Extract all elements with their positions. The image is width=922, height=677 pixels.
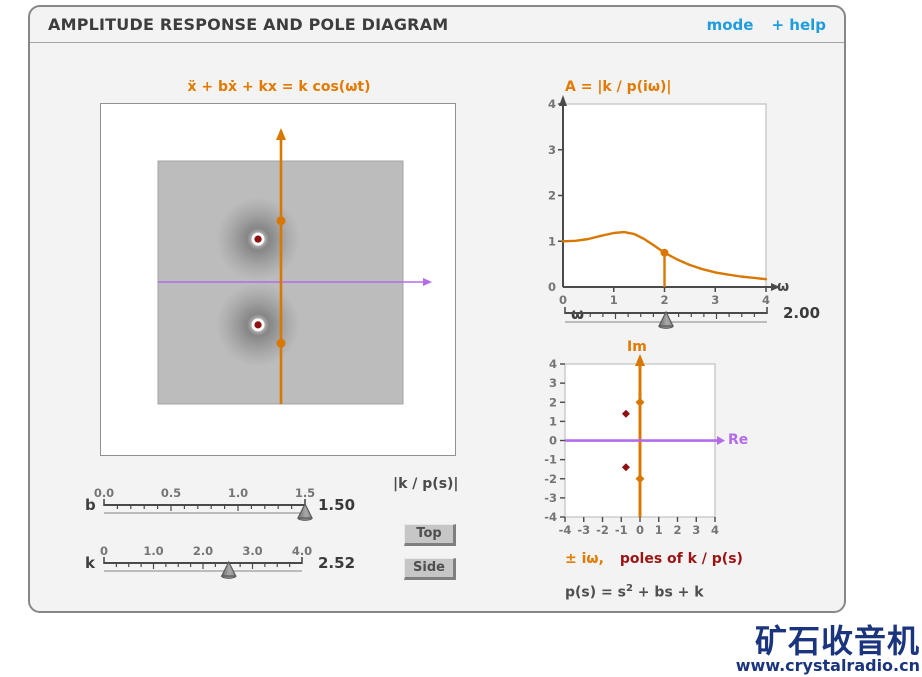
x-tick-label: 2 — [660, 293, 668, 307]
pole-caption-poles: poles of k / p(s) — [619, 551, 743, 567]
k-slider-value: 2.52 — [318, 554, 356, 572]
x-tick-label: -1 — [615, 523, 628, 537]
amplitude-curve — [561, 230, 768, 281]
real-axis-arrow — [423, 278, 432, 286]
x-tick-label: 4 — [762, 293, 770, 307]
watermark-text-cn: 矿石收音机 — [754, 621, 920, 660]
x-tick-label: 0 — [636, 523, 644, 537]
y-tick-label: 1 — [548, 234, 556, 248]
k-slider-label: k — [85, 554, 95, 572]
k-slider-tick-label: 2.0 — [193, 544, 213, 558]
x-tick-label: -4 — [559, 523, 572, 537]
y-tick-label: 0 — [548, 280, 556, 294]
x-axis-arrow — [771, 283, 780, 291]
omega-marker-dot[interactable] — [660, 248, 669, 257]
x-tick-label: 3 — [692, 523, 700, 537]
y-tick-label: 0 — [549, 434, 557, 448]
pole-caption: ± iω, poles of k / p(s) — [565, 551, 743, 567]
applet-panel: AMPLITUDE RESPONSE AND POLE DIAGRAM mode… — [28, 5, 846, 613]
help-link[interactable]: + help — [771, 15, 826, 34]
top-view-button[interactable]: Top — [404, 524, 456, 546]
formula-suffix: + bs + k — [632, 584, 704, 601]
surface-function-label: |k / p(s)| — [393, 476, 459, 492]
pole-im-axis-arrow — [635, 354, 645, 366]
re-axis-label: Re — [728, 432, 749, 448]
pole-diagram-chart: Im Re -4 -3 -2 -1 0 1 2 3 4 -4 -3 -2 -1 0 1 2 3 4 — [530, 335, 842, 547]
formula-superscript: 2 — [625, 583, 633, 594]
x-tick-label: 1 — [610, 293, 618, 307]
y-tick-label: -4 — [544, 510, 557, 524]
k-slider-handle[interactable] — [220, 560, 237, 577]
pole-diamond-marker — [621, 409, 630, 418]
y-tick-label: 1 — [549, 414, 557, 428]
y-tick-label: -2 — [544, 472, 557, 486]
b-slider-value: 1.50 — [318, 496, 356, 514]
surface-view-canvas[interactable] — [101, 104, 455, 455]
x-tick-label: 3 — [711, 293, 719, 307]
omega-slider-handle[interactable] — [658, 310, 674, 327]
surface-view[interactable] — [100, 103, 456, 456]
p-of-s-formula: p(s) = s2 + bs + k — [565, 583, 704, 601]
omega-slider-value: 2.00 — [783, 304, 821, 322]
b-slider-handle[interactable] — [297, 502, 313, 519]
y-tick-label: 4 — [549, 357, 557, 371]
formula-prefix: p(s) = s — [565, 584, 626, 601]
k-slider-tick-label: 0 — [100, 544, 108, 558]
pole-dot — [254, 321, 262, 329]
watermark-logo: 矿石收音机 www.crystalradio.cn — [735, 621, 920, 676]
watermark-url: www.crystalradio.cn — [735, 656, 920, 676]
pole-re-axis-arrow — [717, 436, 725, 445]
y-tick-label: -3 — [544, 491, 557, 505]
x-tick-label: 1 — [655, 523, 663, 537]
side-view-button[interactable]: Side — [404, 558, 456, 580]
omega-slider: ω 2.00 — [535, 296, 847, 336]
pole-caption-omega: ± iω, — [565, 551, 604, 567]
pole-dot — [254, 235, 262, 243]
pole-diamond-marker — [621, 463, 630, 472]
omega-dot[interactable] — [276, 216, 286, 226]
omega-axis-label: ω — [777, 279, 790, 295]
y-tick-label: -1 — [544, 453, 557, 467]
b-slider-tick-label: 0.5 — [161, 486, 181, 500]
y-tick-label: 3 — [548, 143, 556, 157]
imaginary-axis-arrow — [276, 128, 286, 140]
x-tick-label: 2 — [673, 523, 681, 537]
x-tick-label: -3 — [577, 523, 590, 537]
y-tick-label: 2 — [548, 189, 556, 203]
x-tick-label: 0 — [559, 293, 567, 307]
y-tick-label: 3 — [549, 376, 557, 390]
x-tick-label: 4 — [711, 523, 719, 537]
b-slider-label: b — [85, 496, 96, 514]
y-tick-label: 2 — [549, 395, 557, 409]
b-slider-tick-label: 0.0 — [94, 486, 114, 500]
k-slider-tick-label: 4.0 — [292, 544, 312, 558]
differential-equation: ẍ + bẋ + kx = k cos(ωt) — [187, 79, 371, 95]
k-slider-tick-label: 3.0 — [242, 544, 262, 558]
x-tick-label: -2 — [596, 523, 609, 537]
omega-diamond-marker[interactable] — [635, 474, 645, 484]
amplitude-chart-title: A = |k / p(iω)| — [565, 79, 672, 95]
y-tick-label: 4 — [548, 97, 556, 111]
omega-dot[interactable] — [276, 338, 286, 348]
amplitude-chart: A = |k / p(iω)| ω 0 1 2 3 4 0 1 2 3 4 — [530, 75, 842, 325]
im-axis-label: Im — [627, 339, 647, 355]
omega-diamond-marker[interactable] — [635, 397, 645, 407]
b-slider: b 1.50 0.0 0.5 1.0 1.5 — [85, 476, 375, 524]
title-bar: AMPLITUDE RESPONSE AND POLE DIAGRAM mode… — [30, 7, 844, 43]
mode-link[interactable]: mode — [706, 15, 754, 34]
k-slider: k 2.52 0 1.0 2.0 3.0 4.0 — [85, 534, 375, 582]
header-links: mode + help — [707, 16, 826, 34]
page-title: AMPLITUDE RESPONSE AND POLE DIAGRAM — [48, 15, 449, 34]
k-slider-tick-label: 1.0 — [143, 544, 163, 558]
b-slider-tick-label: 1.0 — [228, 486, 248, 500]
b-slider-tick-label: 1.5 — [295, 486, 315, 500]
